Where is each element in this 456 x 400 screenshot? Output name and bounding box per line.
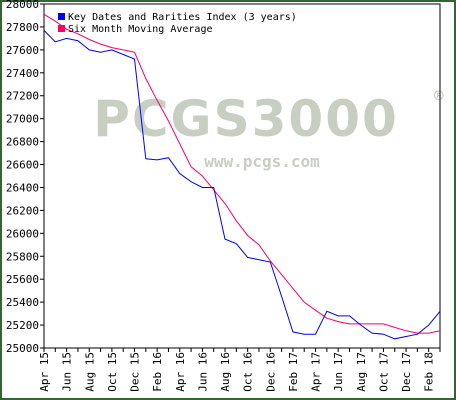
- y-tick-label: 25600: [6, 273, 39, 286]
- y-tick-label: 26200: [6, 204, 39, 217]
- legend-swatch-moving-average: [58, 25, 65, 32]
- x-tick-label: Apr 15: [38, 352, 51, 392]
- legend-item-index: Key Dates and Rarities Index (3 years): [58, 12, 297, 23]
- x-tick-label: Dec 16: [264, 352, 277, 392]
- legend-swatch-index: [58, 13, 65, 20]
- x-tick-label: Jun 17: [332, 352, 345, 392]
- x-tick-label: Dec 15: [129, 352, 142, 392]
- y-tick-label: 25200: [6, 319, 39, 332]
- legend-item-moving-average: Six Month Moving Average: [58, 24, 213, 35]
- series-line-moving-average: [43, 13, 441, 334]
- y-tick-label: 27000: [6, 113, 39, 126]
- legend: Key Dates and Rarities Index (3 years) S…: [58, 12, 297, 35]
- legend-label-index: Key Dates and Rarities Index (3 years): [68, 12, 297, 23]
- x-tick-label: Oct 16: [242, 352, 255, 392]
- x-tick-label: Aug 16: [219, 352, 232, 392]
- x-tick-label: Jun 16: [196, 352, 209, 392]
- x-tick-label: Jun 15: [61, 352, 74, 392]
- y-tick-label: 26400: [6, 181, 39, 194]
- y-axis: 25000 25200 25400 25600 25800 26000 26200 26400…: [6, 0, 44, 355]
- x-tick-label: Apr 17: [310, 352, 323, 392]
- watermark-url: www.pcgs.com: [204, 152, 320, 171]
- watermark-registered-mark: ®: [434, 86, 444, 105]
- y-tick-label: 25800: [6, 250, 39, 263]
- x-tick-label: Apr 16: [174, 352, 187, 392]
- x-tick-label: Feb 18: [423, 352, 436, 392]
- y-tick-label: 25400: [6, 296, 39, 309]
- y-tick-label: 27400: [6, 67, 39, 80]
- y-tick-label: 26800: [6, 136, 39, 149]
- x-tick-label: Oct 15: [106, 352, 119, 392]
- x-tick-label: Oct 17: [377, 352, 390, 392]
- y-tick-label: 26600: [6, 159, 39, 172]
- x-tick-label: Feb 17: [287, 352, 300, 392]
- y-tick-label: 25000: [6, 342, 39, 355]
- legend-label-moving-average: Six Month Moving Average: [68, 24, 213, 35]
- x-tick-label: Dec 17: [400, 352, 413, 392]
- x-tick-label: Feb 16: [151, 352, 164, 392]
- y-tick-label: 27800: [6, 21, 39, 34]
- series-layer: [43, 13, 441, 340]
- y-tick-label: 26000: [6, 227, 39, 240]
- y-tick-label: 27200: [6, 90, 39, 103]
- x-axis: Apr 15 Jun 15 Aug 15 Oct 15 Dec 15 Feb 16 Apr …: [38, 348, 441, 392]
- y-tick-label: 28000: [6, 0, 39, 11]
- series-line-index: [43, 30, 441, 340]
- x-tick-label: Aug 15: [83, 352, 96, 392]
- y-tick-label: 27600: [6, 44, 39, 57]
- plot-area: [43, 3, 441, 349]
- x-tick-label: Aug 17: [355, 352, 368, 392]
